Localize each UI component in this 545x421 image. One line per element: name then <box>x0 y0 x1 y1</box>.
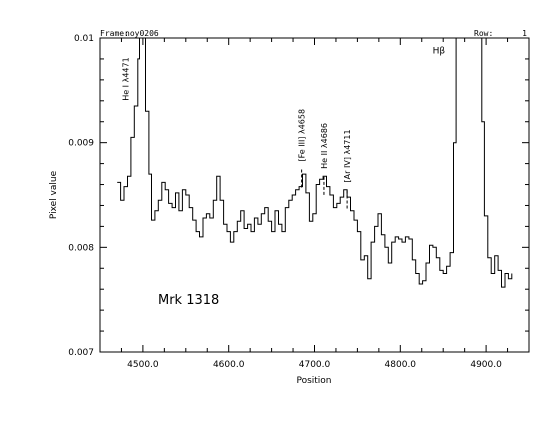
y-tick-label: 0.01 <box>74 34 94 44</box>
line-label: He I λ4471 <box>122 57 131 100</box>
x-tick-label: 4900.0 <box>470 360 502 370</box>
x-tick-label: 4600.0 <box>213 360 245 370</box>
line-label: Hβ <box>433 47 446 57</box>
line-label: [Ar IV] λ4711 <box>343 129 352 182</box>
line-label: [Fe III] λ4658 <box>298 109 307 162</box>
x-tick-label: 4500.0 <box>127 360 159 370</box>
y-tick-label: 0.007 <box>68 348 94 358</box>
line-label: He II λ4686 <box>320 123 329 169</box>
line-annotations: He I λ4471 [Fe III] λ4658 He II λ4686 [Ar I… <box>122 47 446 209</box>
spectrum-line <box>117 38 513 288</box>
frame-value: noy0206 <box>125 29 159 38</box>
y-tick-label: 0.008 <box>68 243 94 253</box>
frame-label: Frame: <box>100 29 129 38</box>
x-axis-label: Position <box>296 376 331 386</box>
x-axis-ticks: 4500.0 4600.0 4700.0 4800.0 4900.0 <box>99 38 530 370</box>
y-axis-label: Pixel value <box>49 170 59 219</box>
x-tick-label: 4800.0 <box>385 360 417 370</box>
x-tick-label: 4700.0 <box>299 360 331 370</box>
row-label: Row: <box>474 29 493 38</box>
object-label: Mrk 1318 <box>158 293 219 308</box>
y-axis-ticks: 0.007 0.008 0.009 0.01 <box>68 34 529 358</box>
y-tick-label: 0.009 <box>68 139 94 149</box>
row-value: 1 <box>522 29 527 38</box>
